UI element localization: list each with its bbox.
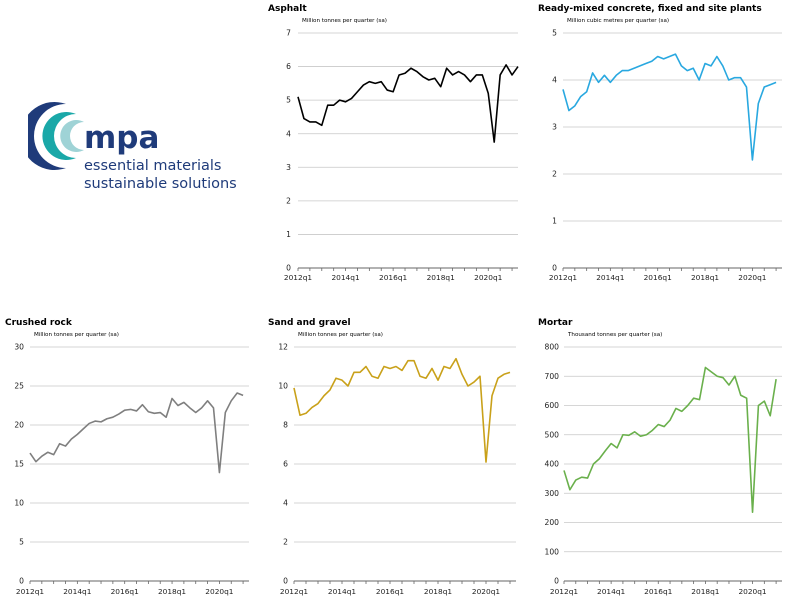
y-tick-label: 8	[283, 421, 288, 430]
y-tick-label: 0	[552, 264, 557, 273]
chart-title: Crushed rock	[5, 318, 73, 328]
y-tick-label: 3	[552, 123, 557, 132]
x-tick-label: 2012q1	[280, 587, 308, 596]
y-tick-label: 0	[19, 577, 24, 586]
x-tick-label: 2020q1	[738, 587, 766, 596]
y-tick-label: 300	[545, 489, 560, 498]
mpa-logo-line-1: essential materials	[84, 158, 221, 174]
x-tick-label: 2018q1	[691, 273, 719, 282]
x-tick-label: 2020q1	[472, 587, 500, 596]
chart-title: Mortar	[538, 318, 573, 328]
x-tick-label: 2016q1	[379, 273, 407, 282]
y-tick-label: 20	[14, 421, 24, 430]
series-line-ready-mixed-concrete-fixed-and-site-plants	[562, 53, 777, 161]
y-tick-label: 200	[545, 518, 560, 527]
x-tick-label: 2012q1	[16, 587, 44, 596]
y-axis-label: Million tonnes per quarter (sa)	[298, 332, 383, 338]
mpa-logo: mpa essential materials sustainable solu…	[20, 96, 258, 196]
y-tick-label: 4	[283, 499, 288, 508]
y-tick-label: 5	[286, 96, 291, 105]
y-tick-label: 12	[278, 343, 288, 352]
y-tick-label: 6	[283, 460, 288, 469]
x-tick-label: 2020q1	[205, 587, 233, 596]
y-tick-label: 600	[545, 401, 560, 410]
x-tick-label: 2014q1	[63, 587, 91, 596]
y-tick-label: 2	[552, 170, 557, 179]
chart-title: Sand and gravel	[268, 318, 351, 328]
y-tick-label: 15	[14, 460, 24, 469]
y-tick-label: 1	[286, 230, 291, 239]
series-line-mortar	[563, 366, 777, 514]
y-axis-label: Million cubic metres per quarter (sa)	[567, 18, 669, 24]
x-tick-label: 2016q1	[376, 587, 404, 596]
y-tick-label: 6	[286, 62, 291, 71]
y-tick-label: 10	[14, 499, 24, 508]
y-tick-label: 7	[286, 29, 291, 38]
y-tick-label: 2	[286, 196, 291, 205]
x-tick-label: 2018q1	[158, 587, 186, 596]
chart-ready-mixed-concrete: Ready-mixed concrete, fixed and site pla…	[538, 4, 782, 282]
y-tick-label: 0	[283, 577, 288, 586]
x-tick-label: 2018q1	[427, 273, 455, 282]
y-tick-label: 5	[552, 29, 557, 38]
y-tick-label: 500	[545, 430, 560, 439]
x-tick-label: 2012q1	[284, 273, 312, 282]
y-axis-label: Million tonnes per quarter (sa)	[302, 18, 387, 24]
x-tick-label: 2018q1	[424, 587, 452, 596]
y-tick-label: 0	[554, 577, 559, 586]
y-tick-label: 800	[545, 343, 560, 352]
x-tick-label: 2012q1	[549, 273, 577, 282]
mpa-logo-swoosh-icon	[20, 102, 84, 170]
y-tick-label: 400	[545, 460, 560, 469]
x-tick-label: 2016q1	[644, 273, 672, 282]
chart-title: Asphalt	[268, 4, 307, 14]
y-tick-label: 30	[14, 343, 24, 352]
mpa-logo-line-2: sustainable solutions	[84, 176, 237, 192]
x-tick-label: 2016q1	[111, 587, 139, 596]
y-axis-label: Thousand tonnes per quarter (sa)	[567, 332, 662, 338]
x-tick-label: 2014q1	[597, 587, 625, 596]
x-tick-label: 2020q1	[738, 273, 766, 282]
chart-mortar: Mortar Thousand tonnes per quarter (sa) 0 1…	[538, 318, 782, 596]
series-line-sand-and-gravel	[293, 357, 511, 463]
y-axis-label: Million tonnes per quarter (sa)	[34, 332, 119, 338]
series-line-crushed-rock	[29, 392, 244, 474]
x-tick-label: 2018q1	[691, 587, 719, 596]
x-tick-label: 2014q1	[331, 273, 359, 282]
y-tick-label: 10	[278, 382, 288, 391]
y-tick-label: 3	[286, 163, 291, 172]
chart-crushed-rock: Crushed rock Million tonnes per quarter (…	[5, 318, 249, 596]
chart-asphalt: Asphalt Million tonnes per quarter (sa) 0 1…	[268, 4, 519, 282]
y-tick-label: 5	[19, 538, 24, 547]
y-tick-label: 4	[286, 129, 291, 138]
y-tick-label: 1	[552, 217, 557, 226]
chart-title: Ready-mixed concrete, fixed and site pla…	[538, 4, 762, 14]
y-tick-label: 100	[545, 547, 560, 556]
y-tick-label: 2	[283, 538, 288, 547]
chart-sand-and-gravel: Sand and gravel Million tonnes per quarte…	[268, 318, 516, 596]
x-tick-label: 2016q1	[644, 587, 672, 596]
y-tick-label: 0	[286, 264, 291, 273]
series-line-asphalt	[297, 64, 519, 143]
y-tick-label: 4	[552, 76, 557, 85]
x-tick-label: 2014q1	[596, 273, 624, 282]
y-tick-label: 700	[545, 372, 560, 381]
x-tick-label: 2014q1	[328, 587, 356, 596]
x-tick-label: 2020q1	[474, 273, 502, 282]
mpa-logo-mark: mpa	[84, 120, 159, 156]
x-tick-label: 2012q1	[550, 587, 578, 596]
y-tick-label: 25	[14, 382, 24, 391]
